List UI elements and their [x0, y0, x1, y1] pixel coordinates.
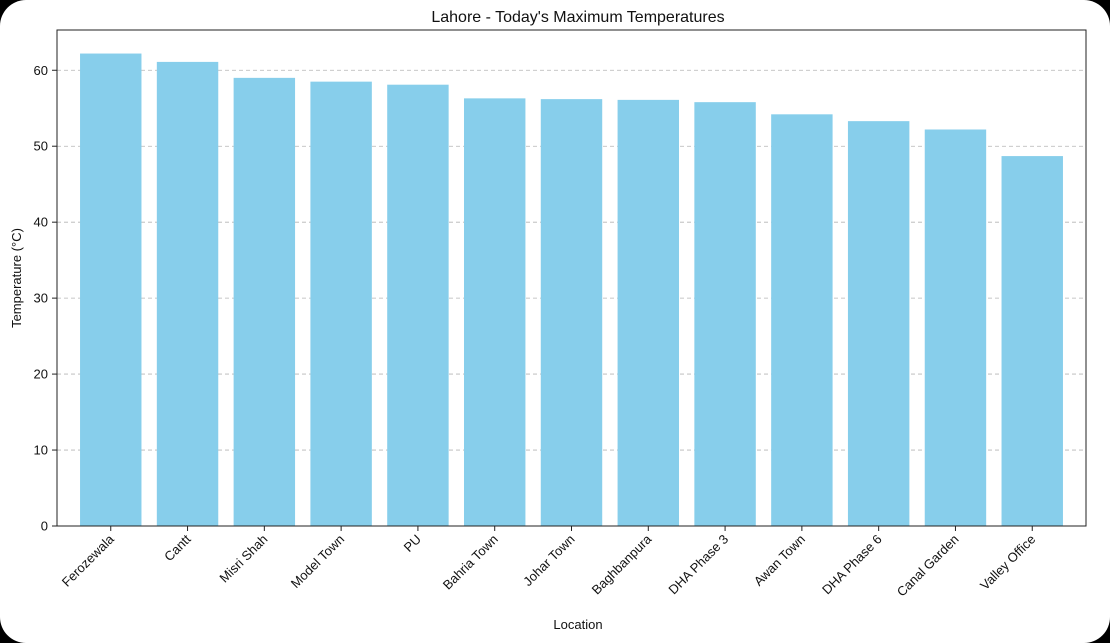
x-tick-label: DHA Phase 3	[665, 532, 731, 598]
bar-dha-phase-3	[694, 102, 756, 526]
bar-johar-town	[540, 99, 603, 527]
x-tick-label: Canal Garden	[894, 532, 962, 600]
x-tick-label: Valley Office	[977, 532, 1038, 593]
x-tick-label: Awan Town	[751, 532, 808, 589]
y-tick-label: 40	[34, 215, 48, 230]
bar-model-town	[310, 81, 372, 526]
x-tick-label: Model Town	[288, 532, 347, 591]
x-tick-label: Ferozewala	[59, 531, 118, 590]
x-tick-label: PU	[401, 532, 424, 555]
x-tick-label: Baghbanpura	[589, 531, 655, 597]
bar-cantt	[156, 61, 219, 527]
y-tick-label: 0	[41, 519, 48, 534]
bar-awan-town	[771, 114, 833, 526]
x-axis-title: Location	[553, 617, 602, 632]
x-axis-ticks: Ferozewala Cantt Misri Shah Model Town PU Bah…	[59, 526, 1038, 600]
bar-dha-phase-6	[847, 121, 910, 526]
x-tick-label: DHA Phase 6	[819, 532, 885, 598]
x-tick-label: Johar Town	[520, 532, 577, 589]
x-tick-label: Cantt	[161, 531, 194, 564]
y-tick-label: 10	[34, 443, 48, 458]
bar-baghbanpura	[617, 99, 680, 526]
bar-pu	[387, 84, 449, 527]
y-axis-ticks: 0 10 20 30 40 50 60	[34, 63, 57, 534]
bar-valley-office	[1001, 156, 1063, 527]
y-tick-label: 60	[34, 63, 48, 78]
y-tick-label: 30	[34, 291, 48, 306]
bar-canal-garden	[924, 129, 987, 526]
bar-ferozewala	[80, 53, 142, 527]
y-axis-title: Temperature (°C)	[9, 228, 24, 328]
x-tick-label: Misri Shah	[216, 532, 270, 586]
bar-bahria-town	[463, 98, 526, 526]
x-tick-label: Bahria Town	[440, 532, 501, 593]
y-tick-label: 20	[34, 367, 48, 382]
chart-title: Lahore - Today's Maximum Temperatures	[431, 9, 724, 26]
y-tick-label: 50	[34, 139, 48, 154]
bar-misri-shah	[233, 77, 296, 526]
bars	[80, 53, 1063, 527]
